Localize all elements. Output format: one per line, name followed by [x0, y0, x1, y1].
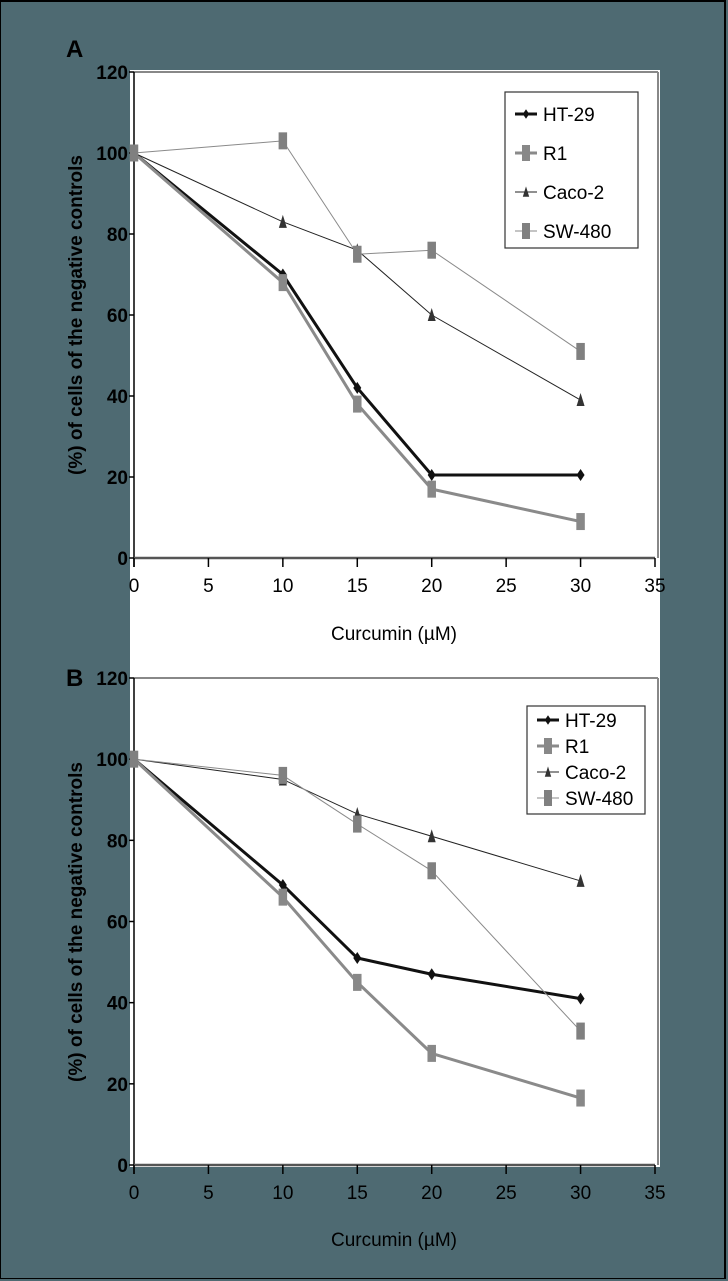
legend-item: HT-29	[543, 105, 595, 126]
x-tick-label: 20	[421, 576, 442, 597]
legend-item: Caco-2	[565, 763, 626, 784]
panel-b-y-axis-label: (%) of cells of the negative controls	[66, 762, 87, 1082]
panel-b-chart: 0 20 40 60 80 100 120 0 5 10 15 20 25 30 35 HT-29 R1 Caco…	[96, 669, 665, 1204]
x-tick-label: 30	[570, 576, 591, 597]
legend-item: Caco-2	[543, 183, 604, 204]
y-tick-label: 120	[96, 669, 128, 690]
x-tick-label: 5	[203, 1183, 214, 1204]
y-tick-label: 40	[107, 387, 128, 408]
y-tick-label: 60	[107, 306, 128, 327]
panel-b-x-axis-label: Curcumin (µM)	[331, 1230, 457, 1251]
x-tick-label: 25	[496, 576, 517, 597]
panel-a-letter: A	[66, 36, 83, 63]
y-tick-label: 40	[107, 994, 128, 1015]
x-tick-label: 25	[496, 1183, 517, 1204]
legend	[504, 91, 639, 249]
y-tick-label: 0	[117, 1156, 128, 1177]
y-tick-label: 120	[96, 63, 128, 84]
x-tick-label: 0	[129, 1183, 140, 1204]
panel-a-y-axis-label: (%) of cells of the negative controls	[66, 155, 87, 475]
panel-a-x-axis-label: Curcumin (µM)	[331, 624, 457, 645]
legend-item: SW-480	[565, 789, 633, 810]
y-tick-label: 80	[107, 225, 128, 246]
y-tick-label: 80	[107, 831, 128, 852]
x-tick-label: 20	[421, 1183, 442, 1204]
legend-item: R1	[565, 737, 589, 758]
x-tick-label: 10	[272, 576, 293, 597]
y-tick-label: 0	[117, 549, 128, 570]
x-tick-label: 5	[203, 576, 214, 597]
x-tick-label: 15	[347, 576, 368, 597]
x-tick-label: 10	[272, 1183, 293, 1204]
x-tick-label: 30	[570, 1183, 591, 1204]
x-tick-label: 0	[129, 576, 140, 597]
legend-item: HT-29	[565, 711, 617, 732]
legend-item: SW-480	[543, 222, 611, 243]
legend-item: R1	[543, 144, 567, 165]
x-tick-label: 15	[347, 1183, 368, 1204]
x-tick-label: 35	[644, 576, 665, 597]
panel-b-letter: B	[66, 665, 83, 692]
x-tick-label: 35	[644, 1183, 665, 1204]
panel-a-chart: 0 20 40 60 80 100 120 0 5 10 15 20 25 30 35 HT-29 R1 Caco…	[96, 63, 665, 597]
y-tick-label: 60	[107, 913, 128, 934]
y-tick-label: 20	[107, 468, 128, 489]
y-tick-label: 20	[107, 1075, 128, 1096]
y-tick-label: 100	[96, 750, 128, 771]
y-tick-label: 100	[96, 144, 128, 165]
